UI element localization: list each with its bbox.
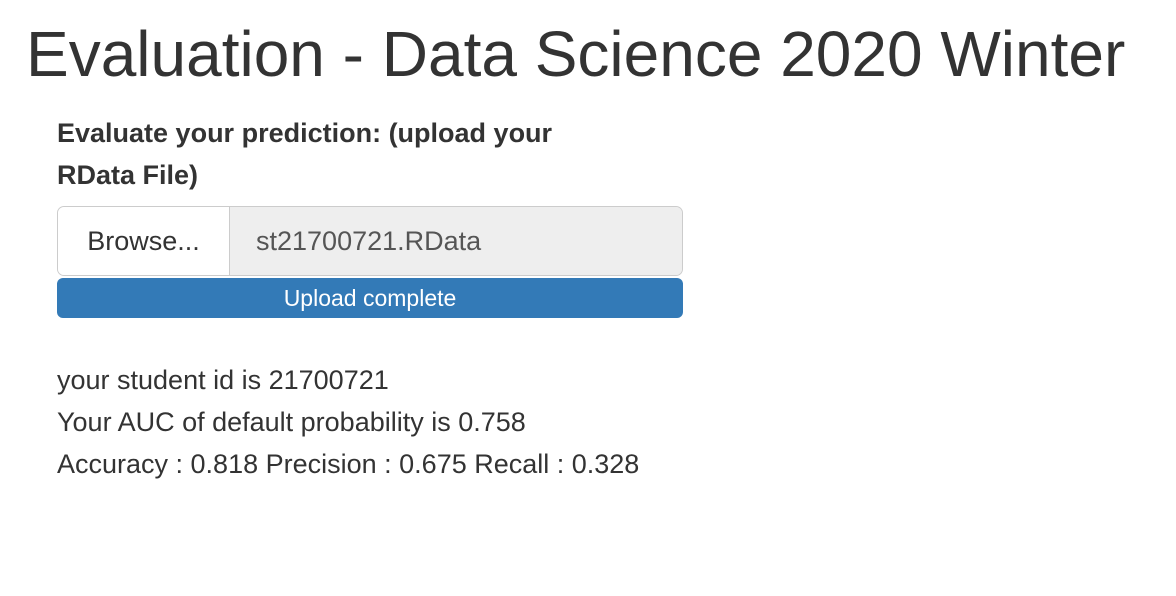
upload-panel: Evaluate your prediction: (upload your R… <box>57 112 683 318</box>
page-title: Evaluation - Data Science 2020 Winter <box>26 18 1126 90</box>
upload-label: Evaluate your prediction: (upload your R… <box>57 118 553 190</box>
upload-progress-bar: Upload complete <box>57 278 683 318</box>
student-id-text: your student id is 21700721 <box>57 365 389 395</box>
metrics-text: Accuracy : 0.818 Precision : 0.675 Recal… <box>57 449 640 479</box>
selected-file-name-field: st21700721.RData <box>230 207 682 275</box>
browse-button[interactable]: Browse... <box>58 207 230 275</box>
file-input-group[interactable]: Browse... st21700721.RData <box>57 206 683 276</box>
auc-text: Your AUC of default probability is 0.758 <box>57 407 526 437</box>
results-output: your student id is 21700721 Your AUC of … <box>57 359 639 485</box>
